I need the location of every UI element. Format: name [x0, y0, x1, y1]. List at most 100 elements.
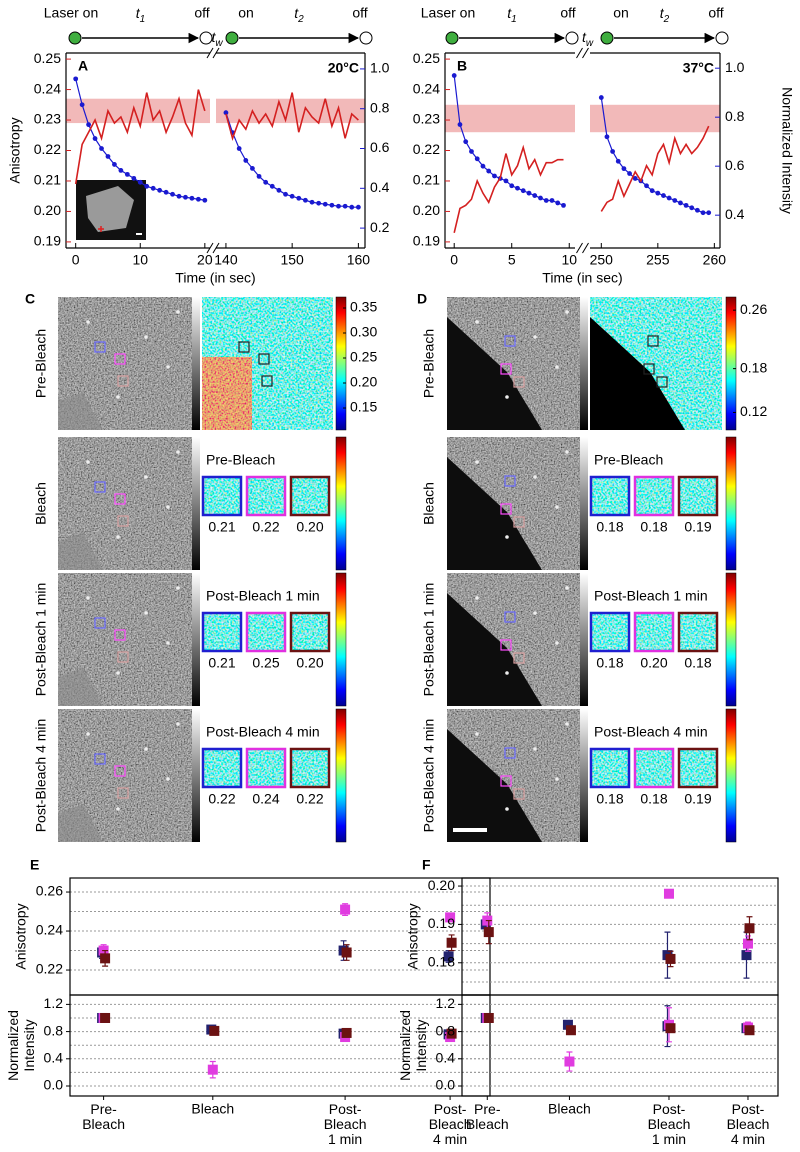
- roi-box: [94, 753, 106, 765]
- colorbar-tick-label: 0.30: [350, 324, 377, 340]
- series-point: [223, 110, 229, 116]
- axis-break: [212, 242, 220, 254]
- roi-box: [504, 335, 516, 347]
- timeline-label: on: [613, 5, 629, 21]
- data-point: [341, 947, 352, 958]
- data-point: [741, 950, 752, 961]
- series-point: [598, 95, 604, 100]
- series-point: [316, 200, 322, 206]
- roi-border: [677, 475, 719, 517]
- series-point: [538, 195, 543, 201]
- bright-spot: [176, 586, 180, 590]
- series-point: [457, 122, 463, 127]
- bright-spot: [166, 365, 170, 369]
- y-tick-label: 0.22: [34, 141, 61, 157]
- y-tick-label: 0.25: [413, 50, 440, 66]
- y2-tick-label: 0.4: [725, 206, 745, 222]
- laser-on-dot: [225, 31, 239, 45]
- series-point: [263, 179, 269, 185]
- series-point: [256, 173, 262, 179]
- bright-spot: [144, 475, 148, 479]
- bright-spot: [555, 365, 559, 369]
- y2-tick-label: 0.8: [725, 108, 745, 124]
- series-point: [621, 166, 627, 172]
- cell-shape: [86, 186, 134, 232]
- roi-border: [201, 611, 243, 653]
- series-point: [655, 190, 661, 196]
- roi-box: [643, 363, 655, 375]
- series-point: [532, 193, 538, 198]
- y-tick-label: 0.19: [428, 915, 455, 931]
- series-point: [73, 76, 79, 82]
- roi-border: [289, 475, 331, 517]
- roi-map: [247, 749, 285, 787]
- grayscale-bar: [580, 709, 588, 842]
- colorbar-tick-label: 0.25: [350, 349, 377, 365]
- series-point: [189, 195, 195, 201]
- data-point: [446, 937, 457, 948]
- y-axis-label: Anisotropy: [405, 903, 421, 969]
- y-tick-label: 0.18: [428, 953, 455, 969]
- data-point: [445, 912, 456, 923]
- shaded-band: [445, 104, 575, 133]
- series-point: [706, 210, 712, 216]
- roi-border: [677, 747, 719, 789]
- series-point: [689, 205, 695, 211]
- panel-label: A: [78, 58, 88, 74]
- roi-value: 0.21: [208, 519, 235, 535]
- grayscale-bar: [580, 297, 588, 430]
- colorbar: [335, 436, 347, 571]
- series-point: [700, 210, 706, 216]
- roi-border: [289, 611, 331, 653]
- y2-tick-label: 0.4: [370, 179, 390, 195]
- roi-box: [504, 747, 516, 759]
- x-tick-label: Post-Bleach 4 min: [429, 1101, 472, 1147]
- bright-spot: [86, 320, 90, 324]
- series-point: [131, 175, 137, 181]
- roi-box: [656, 376, 668, 388]
- series-point: [243, 158, 249, 163]
- roi-title: Post-Bleach 1 min: [206, 588, 320, 604]
- data-point: [340, 904, 351, 915]
- y2-tick-label: 0.6: [725, 157, 745, 173]
- bright-edge: [58, 532, 103, 570]
- data-point: [100, 1012, 111, 1023]
- bright-spot: [533, 475, 537, 479]
- bright-spot: [475, 460, 479, 464]
- y-tick-label: 0.0: [44, 1077, 64, 1093]
- roi-title: Pre-Bleach: [594, 452, 663, 468]
- roi-box: [647, 335, 659, 347]
- series-point: [661, 193, 666, 198]
- roi-value: 0.22: [296, 791, 323, 807]
- x-axis-label: Time (in sec): [175, 270, 255, 286]
- roi-value: 0.22: [208, 791, 235, 807]
- roi-border: [289, 747, 331, 789]
- bright-spot: [86, 596, 90, 600]
- roi-map: [635, 613, 673, 651]
- series-point: [79, 102, 85, 108]
- colorbar-tick-label: 0.20: [350, 374, 377, 390]
- roi-map: [591, 477, 629, 515]
- axis-break: [206, 242, 214, 254]
- data-point: [100, 953, 111, 964]
- timeline-label: off: [560, 5, 575, 21]
- data-point: [744, 923, 755, 934]
- timeline-label: off: [708, 5, 723, 21]
- roi-map: [291, 613, 329, 651]
- roi-box: [94, 341, 106, 353]
- y-tick-label: 0.21: [34, 172, 61, 188]
- timeline-label: t2: [294, 5, 304, 25]
- grayscale-bar: [192, 573, 200, 706]
- series-point: [303, 197, 308, 203]
- timeline-label: on: [238, 5, 254, 21]
- series-point: [632, 176, 638, 181]
- timeline-label: t1: [507, 5, 516, 25]
- data-point: [483, 927, 494, 938]
- roi-box: [114, 353, 126, 365]
- bright-spot: [86, 732, 90, 736]
- colorbar-tick-label: 0.35: [350, 299, 377, 315]
- colorbar: [725, 296, 737, 431]
- grayscale-bar: [192, 297, 200, 430]
- series-point: [474, 156, 480, 162]
